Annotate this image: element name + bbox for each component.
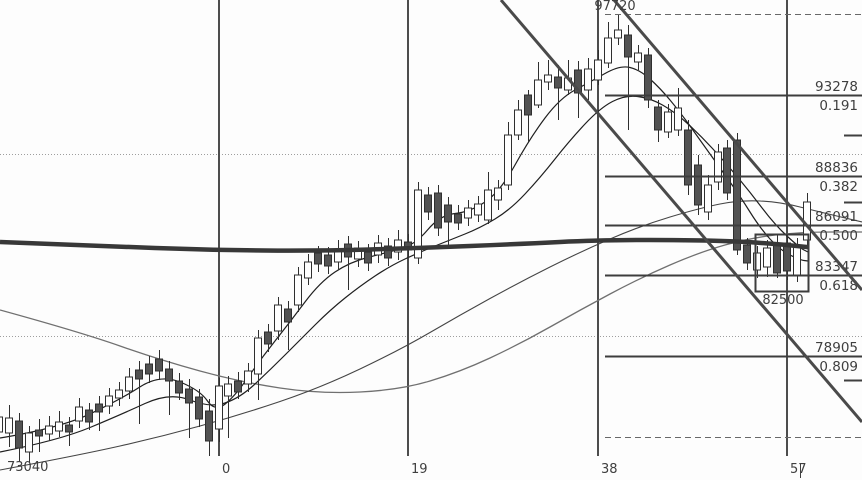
- candle-body-down: [175, 380, 183, 394]
- candle-body-down: [444, 204, 452, 223]
- candle-body-down: [434, 192, 442, 229]
- candle-body-up: [464, 207, 472, 219]
- candle-body-up: [25, 432, 33, 453]
- candle-body-down: [424, 194, 432, 213]
- fib-price-label: 93278: [815, 79, 858, 95]
- x-axis-label: 57: [790, 462, 807, 477]
- candle-body-down: [145, 363, 153, 375]
- fib-ratio-label: 0.191: [819, 98, 858, 114]
- candle-body-up: [704, 184, 712, 213]
- candle-body-down: [95, 403, 103, 413]
- candle-body-down: [733, 139, 741, 251]
- candle-body-down: [135, 369, 143, 380]
- candle-body-down: [35, 429, 43, 437]
- candle-body-up: [215, 385, 223, 430]
- candle-body-up: [55, 421, 63, 432]
- candle-body-down: [454, 213, 462, 224]
- x-axis-label: 19: [411, 462, 428, 477]
- candle-body-down: [234, 380, 242, 393]
- candle-body-down: [574, 69, 582, 94]
- candle-body-up: [304, 261, 312, 279]
- fib-ratio-label: 0.618: [819, 278, 858, 294]
- candle-body-down: [723, 147, 731, 194]
- candle-body-up: [484, 189, 492, 221]
- candle-body-down: [694, 164, 702, 206]
- fib-price-label: 88836: [815, 160, 858, 176]
- ma-thick-line: [0, 237, 809, 253]
- pattern-box: [754, 233, 810, 293]
- candle-body-up: [763, 247, 771, 268]
- candle-body-up: [584, 68, 592, 91]
- candle-body-up: [394, 239, 402, 253]
- candle-body-up: [614, 29, 622, 39]
- fib-high-price-label: 97720: [594, 0, 636, 14]
- candle-body-up: [75, 406, 83, 422]
- ma-long-light-line: [0, 231, 862, 394]
- ma-slow-line: [0, 200, 862, 471]
- candle-body-down: [165, 368, 173, 382]
- candle-body-up: [674, 107, 682, 131]
- candle-body-down: [155, 358, 163, 372]
- x-axis-label: 38: [601, 462, 618, 477]
- candle-body-up: [274, 304, 282, 332]
- candle-body-up: [474, 203, 482, 216]
- candle-body-down: [264, 331, 272, 345]
- candle-body-up: [125, 376, 133, 392]
- candle-body-up: [534, 79, 542, 106]
- candle-body-down: [644, 54, 652, 101]
- candle-body-up: [544, 74, 552, 83]
- candle-body-down: [624, 34, 632, 58]
- candle-body-down: [364, 251, 372, 264]
- candle-body-down: [324, 254, 332, 267]
- candle-body-up: [494, 187, 502, 201]
- fib-price-label: 86091: [815, 209, 858, 225]
- candle-body-up: [224, 383, 232, 397]
- candle-body-up: [45, 425, 53, 435]
- candle-body-down: [65, 424, 73, 433]
- candle-body-down: [384, 245, 392, 259]
- trendline-lower: [612, 0, 862, 291]
- candle-body-up: [244, 370, 252, 385]
- candle-body-down: [195, 396, 203, 420]
- candle-body-down: [684, 129, 692, 186]
- fib-price-label: 78905: [815, 340, 858, 356]
- swing-low-price-label: 73040: [7, 460, 49, 475]
- candle-body-down: [743, 244, 751, 264]
- pattern-box-price-label: 82500: [762, 293, 804, 308]
- candle-body-down: [524, 94, 532, 116]
- candle-body-down: [773, 242, 781, 274]
- candle-body-down: [205, 410, 213, 442]
- candle-body-down: [314, 252, 322, 265]
- trendline-upper: [499, 0, 862, 423]
- x-axis-label: 0: [222, 462, 230, 477]
- candle-body-up: [714, 151, 722, 183]
- candle-body-up: [664, 111, 672, 133]
- candle-body-up: [793, 244, 801, 276]
- fib-ratio-label: 0.382: [819, 179, 858, 195]
- candle-body-down: [85, 409, 93, 423]
- fib-ratio-label: 0.809: [819, 359, 858, 375]
- candle-body-up: [634, 52, 642, 63]
- fib-ratio-label: 0.500: [819, 228, 858, 244]
- candle-body-up: [0, 416, 3, 433]
- candle-body-up: [294, 274, 302, 306]
- candle-body-up: [105, 395, 113, 407]
- candle-body-up: [115, 389, 123, 399]
- candle-body-down: [654, 106, 662, 131]
- candle-body-down: [15, 420, 23, 449]
- candle-body-down: [185, 388, 193, 404]
- candle-body-up: [753, 252, 761, 271]
- candle-body-up: [414, 189, 422, 259]
- candle-body-up: [594, 59, 602, 81]
- candle-body-up: [604, 37, 612, 64]
- candle-body-up: [254, 337, 262, 375]
- candle-body-up: [514, 109, 522, 136]
- ma-medium-line: [0, 95, 809, 453]
- candle-body-down: [284, 308, 292, 323]
- candle-body-down: [554, 76, 562, 89]
- candle-body-up: [5, 417, 13, 434]
- candle-body-up: [504, 134, 512, 186]
